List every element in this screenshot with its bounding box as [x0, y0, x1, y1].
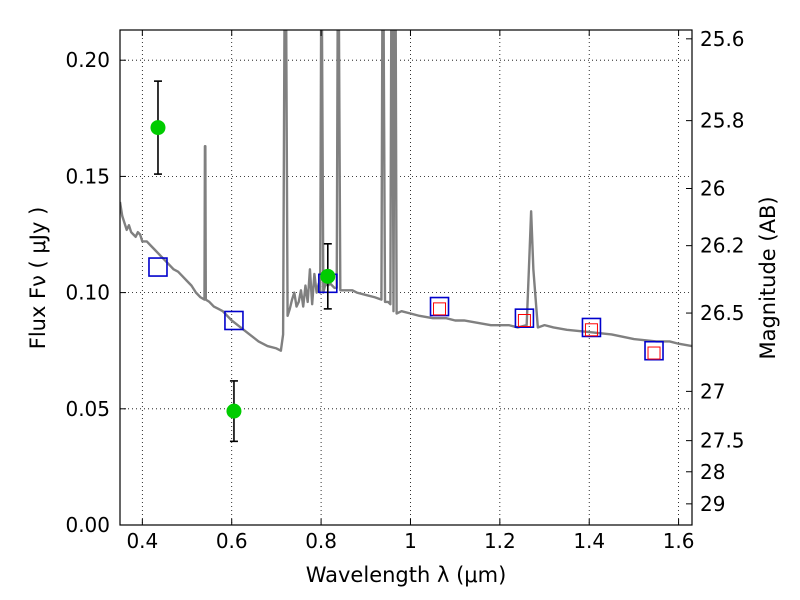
right-axis-label: Magnitude (AB) [756, 196, 780, 359]
axis-tick-labels: 0.4 0.6 0.8 1 1.2 1.4 1.6 0.00 0.05 0.10 0.15 0.20 2… [65, 27, 744, 553]
right-tick-label: 28 [700, 460, 725, 484]
y-tick-label: 0.15 [65, 164, 110, 188]
model-photometry-blue-square [514, 308, 535, 328]
y-tick-label: 0.20 [65, 48, 110, 72]
right-tick-label: 27.5 [700, 429, 745, 453]
y-axis-label: Flux Fν ( μJy ) [26, 207, 50, 350]
observed-photometry-point [150, 120, 166, 136]
model-sed-line [120, 30, 692, 352]
model-photometry-blue-square [429, 296, 450, 317]
x-tick-label: 1.2 [484, 529, 516, 553]
model-photometry-blue-square [148, 257, 168, 277]
plot-area [120, 30, 692, 443]
x-tick-label: 0.8 [305, 529, 337, 553]
model-photometry-red-square [647, 346, 661, 360]
model-photometry-red-square [584, 323, 598, 337]
x-axis-label: Wavelength λ (μm) [306, 563, 507, 587]
y-tick-label: 0.05 [65, 397, 110, 421]
axis-ticks [120, 30, 692, 526]
right-tick-label: 26.5 [700, 301, 745, 325]
right-tick-label: 26.2 [700, 234, 745, 258]
right-tick-label: 27 [700, 379, 725, 403]
right-tick-label: 25.8 [700, 109, 745, 133]
y-tick-label: 0.10 [65, 281, 110, 305]
x-tick-label: 1 [404, 529, 417, 553]
observed-photometry-point [226, 403, 242, 419]
x-tick-label: 0.6 [216, 529, 248, 553]
observed-photometry-point [320, 268, 336, 284]
model-photometry-blue-square [581, 317, 602, 338]
model-photometry-red-square [433, 302, 447, 316]
right-tick-label: 26 [700, 176, 725, 200]
model-photometry-blue-square [644, 340, 664, 361]
right-tick-label: 25.6 [700, 27, 745, 51]
right-tick-label: 29 [700, 492, 725, 516]
model-photometry-blue-square [224, 310, 244, 331]
y-tick-label: 0.00 [65, 513, 110, 537]
model-photometry-red-square [517, 313, 531, 327]
plot-frame [119, 29, 693, 526]
x-tick-label: 1.6 [663, 529, 695, 553]
x-tick-label: 1.4 [573, 529, 605, 553]
x-tick-label: 0.4 [126, 529, 158, 553]
